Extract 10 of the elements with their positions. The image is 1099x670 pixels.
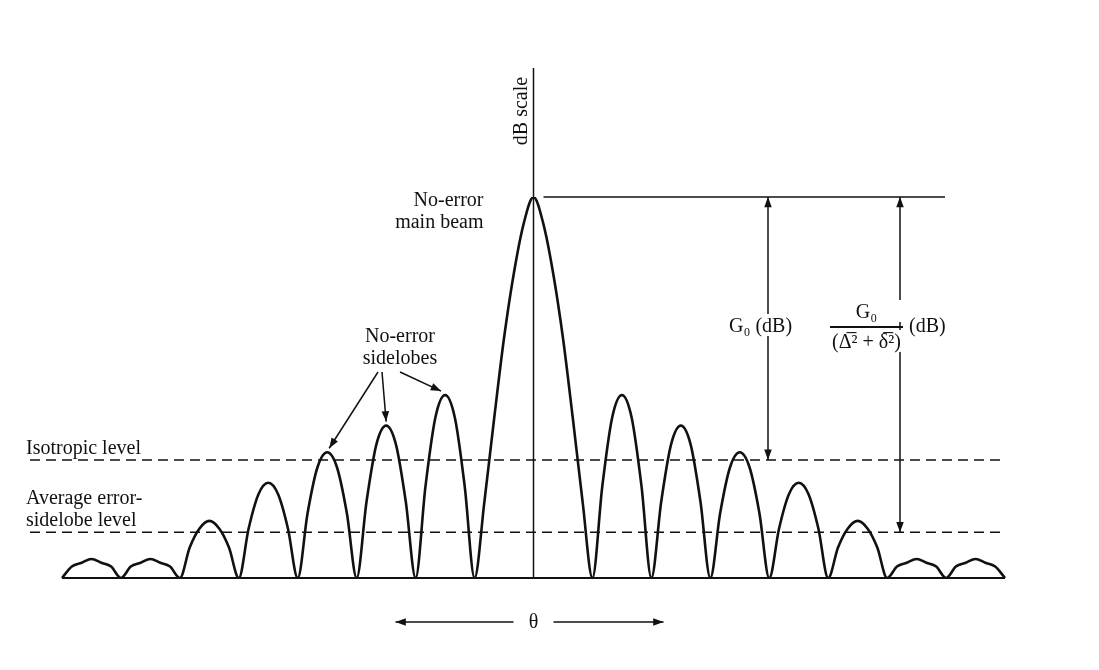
annotation: No-error main beam <box>394 188 484 232</box>
ref-line-label: Isotropic level <box>26 435 142 458</box>
annotation: No-error sidelobes <box>361 324 439 368</box>
annotation: G₀ (dB) <box>727 314 795 336</box>
y-axis-title: dB scale <box>508 75 531 148</box>
annotation: (Δ̅² + δ̅²) <box>830 330 903 352</box>
annotation: (dB) <box>909 314 946 336</box>
x-axis-title: θ <box>527 610 540 632</box>
annotation: G₀ <box>830 300 903 322</box>
ref-line-label: Average error-sidelobe level <box>26 486 144 531</box>
